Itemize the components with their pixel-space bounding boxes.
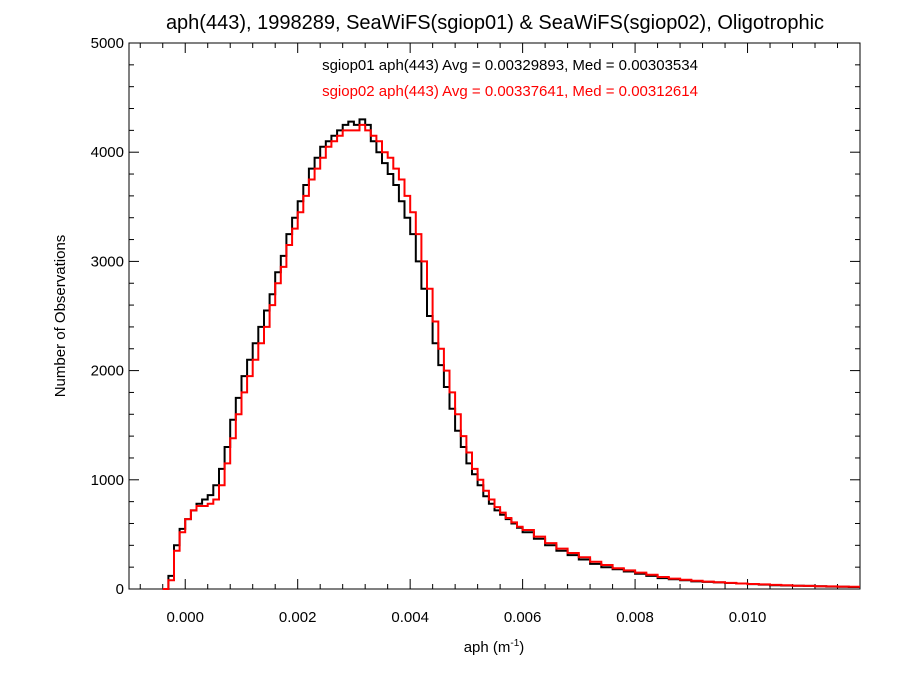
y-axis-label: Number of Observations	[52, 235, 69, 398]
y-tick-label: 3000	[91, 253, 124, 270]
x-tick-label: 0.002	[279, 609, 317, 626]
plot-frame	[128, 42, 861, 590]
x-axis: 0.000 0.002 0.004 0.006 0.008 0.010	[139, 43, 839, 626]
y-tick-label: 1000	[91, 472, 124, 489]
x-axis-label-main: aph (m	[464, 639, 511, 656]
series-group	[162, 118, 860, 590]
y-tick-label: 5000	[91, 35, 124, 52]
x-axis-label: aph (m-1)	[464, 638, 525, 656]
y-tick-label: 0	[116, 581, 124, 598]
x-tick-label: 0.010	[729, 609, 767, 626]
x-tick-label: 0.008	[616, 609, 654, 626]
annotation-sgiop01: sgiop01 aph(443) Avg = 0.00329893, Med =…	[322, 57, 698, 74]
y-tick-label: 2000	[91, 363, 124, 380]
x-axis-label-sup: -1	[510, 638, 519, 649]
annotation-sgiop02: sgiop02 aph(443) Avg = 0.00337641, Med =…	[322, 83, 698, 100]
x-axis-label-close: )	[519, 639, 524, 656]
x-tick-label: 0.000	[166, 609, 204, 626]
x-tick-label: 0.004	[391, 609, 429, 626]
chart-title: aph(443), 1998289, SeaWiFS(sgiop01) & Se…	[166, 12, 824, 34]
x-tick-label: 0.006	[504, 609, 542, 626]
series-sgiop02-line	[162, 123, 860, 590]
y-axis: 0 1000 2000 3000 4000 5000	[91, 35, 860, 598]
y-tick-label: 4000	[91, 144, 124, 161]
